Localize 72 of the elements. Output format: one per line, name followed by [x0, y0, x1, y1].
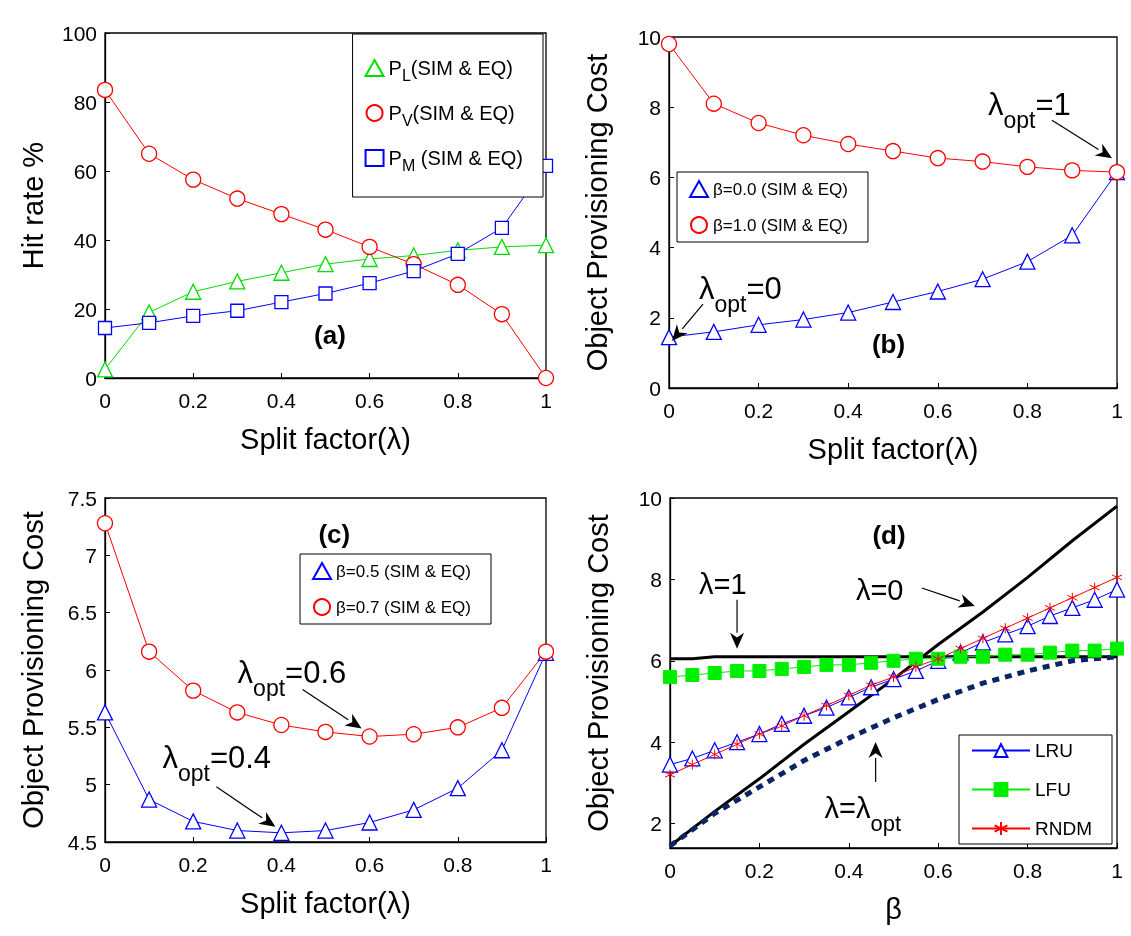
- x-tick-label: 0.2: [744, 859, 774, 882]
- y-tick-label: 5.5: [67, 715, 97, 739]
- annotation: λ$_{opt}$=1: [988, 87, 1071, 134]
- y-tick-label: 20: [73, 297, 97, 321]
- y-axis-title: Object Provisioning Cost: [581, 514, 614, 832]
- x-tick-label: 0.4: [266, 853, 297, 876]
- x-axis-title: Split factor(λ): [240, 422, 411, 455]
- y-axis-title: Object Provisioning Cost: [16, 511, 49, 829]
- x-tick-label: 0: [99, 853, 111, 876]
- annotation: λ$_{opt}$=0.4: [162, 739, 272, 786]
- x-tick-label: 0.6: [355, 389, 385, 412]
- x-tick-label: 0.2: [744, 399, 774, 422]
- legend-label: RNDM: [1035, 818, 1093, 839]
- x-tick-label: 1: [1111, 859, 1123, 882]
- legend-label: β=0.7 (SIM & EQ): [336, 597, 472, 617]
- x-axis-title: Split factor(λ): [807, 432, 979, 465]
- y-tick-label: 2: [649, 306, 661, 330]
- annotation: (a): [314, 319, 346, 350]
- annotation: λ$_{opt}$=0: [699, 271, 782, 318]
- y-tick-label: 5: [85, 773, 97, 797]
- y-tick-label: 8: [649, 95, 661, 119]
- annotation: λ=0: [855, 573, 904, 606]
- y-tick-label: 2: [650, 812, 662, 836]
- y-tick-label: 80: [73, 90, 97, 114]
- x-tick-label: 0.4: [833, 399, 864, 422]
- x-tick-label: 0.6: [923, 399, 953, 422]
- x-tick-label: 0.2: [178, 389, 208, 412]
- x-axis-title: Split factor(λ): [240, 886, 411, 919]
- y-tick-label: 10: [637, 25, 661, 49]
- y-tick-label: 10: [638, 486, 662, 510]
- x-tick-label: 0.8: [443, 853, 473, 876]
- x-axis-title: β: [885, 892, 902, 925]
- legend-label: β=0.0 (SIM & EQ): [713, 179, 848, 199]
- y-tick-label: 7.5: [67, 486, 97, 510]
- y-tick-label: 4.5: [67, 830, 97, 854]
- y-tick-label: 4: [650, 730, 663, 754]
- x-tick-label: 0.8: [1012, 399, 1042, 422]
- y-tick-label: 7: [85, 543, 97, 567]
- legend-label: β=1.0 (SIM & EQ): [713, 215, 848, 235]
- x-tick-label: 0.8: [443, 389, 473, 412]
- y-tick-label: 6: [649, 165, 661, 189]
- legend-label: LFU: [1035, 779, 1071, 800]
- y-tick-label: 40: [73, 228, 97, 252]
- annotation: (c): [318, 518, 351, 549]
- y-axis-title: Hit rate %: [16, 141, 49, 270]
- y-tick-label: 6: [650, 649, 662, 673]
- x-tick-label: 0: [99, 389, 111, 412]
- x-tick-label: 0.4: [266, 389, 297, 412]
- y-tick-label: 6: [85, 658, 97, 682]
- annotation: λ=1: [699, 567, 747, 600]
- x-tick-label: 0.8: [1013, 859, 1043, 882]
- y-tick-label: 6.5: [67, 601, 97, 625]
- annotation: (d): [872, 519, 906, 550]
- x-tick-label: 0.4: [834, 859, 864, 882]
- annotation: λ=λ$_{opt}$: [824, 791, 902, 836]
- y-axis-title: Object Provisioning Cost: [580, 53, 613, 372]
- annotation: λ$_{opt}$=0.6: [237, 654, 347, 701]
- y-tick-label: 60: [73, 159, 97, 183]
- y-tick-label: 0: [85, 366, 97, 390]
- x-tick-label: 1: [540, 853, 552, 876]
- x-tick-label: 0.6: [923, 859, 953, 882]
- y-tick-label: 4: [649, 236, 662, 260]
- y-tick-label: 8: [650, 567, 662, 591]
- x-tick-label: 0: [664, 859, 676, 882]
- x-tick-label: 1: [1111, 399, 1123, 422]
- x-tick-label: 0.6: [355, 853, 385, 876]
- legend-label: β=0.5 (SIM & EQ): [336, 561, 472, 581]
- annotation: (b): [871, 328, 906, 359]
- y-tick-label: 100: [61, 21, 97, 45]
- x-tick-label: 0.2: [178, 853, 208, 876]
- x-tick-label: 1: [540, 389, 552, 412]
- legend-label: LRU: [1035, 740, 1074, 761]
